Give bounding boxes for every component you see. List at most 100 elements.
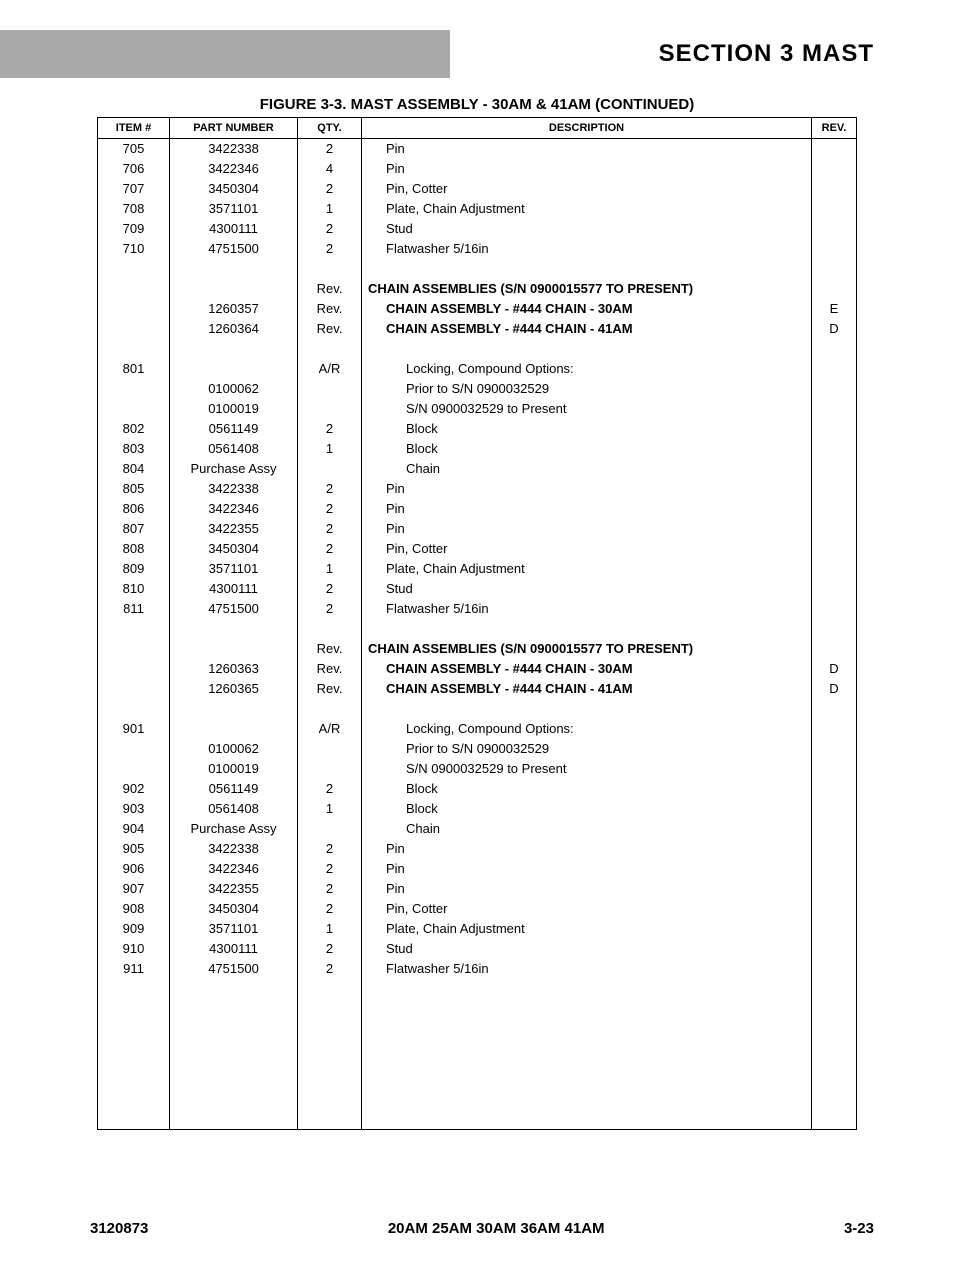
cell-part: 4300111 — [170, 219, 298, 239]
cell-item — [98, 739, 170, 759]
cell-rev — [812, 419, 856, 439]
cell-qty: Rev. — [298, 319, 362, 339]
cell-item: 802 — [98, 419, 170, 439]
cell-qty: 2 — [298, 239, 362, 259]
cell-item: 911 — [98, 959, 170, 979]
col-header-rev: REV. — [812, 118, 856, 138]
cell-part: 0100019 — [170, 399, 298, 419]
cell-item — [98, 319, 170, 339]
cell-qty: 2 — [298, 839, 362, 859]
cell-desc: Pin, Cotter — [362, 539, 812, 559]
cell-qty — [298, 739, 362, 759]
table-row: 80834503042Pin, Cotter — [98, 539, 856, 559]
table-row: Rev.CHAIN ASSEMBLIES (S/N 0900015577 TO … — [98, 639, 856, 659]
table-row: 81043001112Stud — [98, 579, 856, 599]
cell-part: 0100062 — [170, 739, 298, 759]
cell-qty — [298, 619, 362, 639]
cell-item: 907 — [98, 879, 170, 899]
cell-part: 0561408 — [170, 439, 298, 459]
cell-desc: CHAIN ASSEMBLIES (S/N 0900015577 TO PRES… — [362, 279, 812, 299]
cell-part — [170, 619, 298, 639]
table-row: 90305614081Block — [98, 799, 856, 819]
col-header-qty: QTY. — [298, 118, 362, 138]
cell-desc: Block — [362, 799, 812, 819]
cell-desc: Pin, Cotter — [362, 899, 812, 919]
cell-qty — [298, 819, 362, 839]
cell-qty: 2 — [298, 899, 362, 919]
cell-rev — [812, 379, 856, 399]
cell-desc — [362, 339, 812, 359]
header-bar: SECTION 3 MAST — [0, 30, 954, 78]
table-row: 90205611492Block — [98, 779, 856, 799]
cell-desc: Plate, Chain Adjustment — [362, 559, 812, 579]
cell-qty — [298, 259, 362, 279]
cell-desc: CHAIN ASSEMBLY - #444 CHAIN - 30AM — [362, 299, 812, 319]
cell-part: 3422346 — [170, 159, 298, 179]
cell-rev — [812, 859, 856, 879]
cell-part: 1260365 — [170, 679, 298, 699]
cell-part: 4300111 — [170, 579, 298, 599]
cell-part: 3422346 — [170, 859, 298, 879]
cell-desc: CHAIN ASSEMBLIES (S/N 0900015577 TO PRES… — [362, 639, 812, 659]
cell-item — [98, 679, 170, 699]
table-row: 0100019S/N 0900032529 to Present — [98, 759, 856, 779]
cell-item — [98, 659, 170, 679]
footer-center: 20AM 25AM 30AM 36AM 41AM — [388, 1220, 605, 1237]
table-row: 71047515002Flatwasher 5/16in — [98, 239, 856, 259]
table-row: 80634223462Pin — [98, 499, 856, 519]
cell-rev — [812, 879, 856, 899]
cell-item: 810 — [98, 579, 170, 599]
cell-item — [98, 759, 170, 779]
cell-rev: E — [812, 299, 856, 319]
cell-rev — [812, 399, 856, 419]
cell-qty — [298, 759, 362, 779]
cell-part: 1260357 — [170, 299, 298, 319]
table-row: 70943001112Stud — [98, 219, 856, 239]
cell-desc: Pin, Cotter — [362, 179, 812, 199]
table-row: 0100062Prior to S/N 0900032529 — [98, 379, 856, 399]
cell-qty: 1 — [298, 199, 362, 219]
cell-qty: 2 — [298, 879, 362, 899]
cell-desc: Flatwasher 5/16in — [362, 959, 812, 979]
cell-part: 0561408 — [170, 799, 298, 819]
cell-rev — [812, 359, 856, 379]
cell-desc: Pin — [362, 859, 812, 879]
table-row — [98, 259, 856, 279]
cell-desc: Pin — [362, 839, 812, 859]
cell-item: 804 — [98, 459, 170, 479]
cell-qty — [298, 339, 362, 359]
table-row: 70835711011Plate, Chain Adjustment — [98, 199, 856, 219]
cell-part: 3450304 — [170, 179, 298, 199]
cell-part: Purchase Assy — [170, 459, 298, 479]
cell-rev — [812, 759, 856, 779]
cell-part: 3422338 — [170, 839, 298, 859]
table-row: 804Purchase AssyChain — [98, 459, 856, 479]
cell-qty: 2 — [298, 779, 362, 799]
cell-item: 909 — [98, 919, 170, 939]
cell-item: 708 — [98, 199, 170, 219]
cell-item: 902 — [98, 779, 170, 799]
cell-item — [98, 339, 170, 359]
cell-qty: 2 — [298, 599, 362, 619]
cell-desc: Stud — [362, 219, 812, 239]
cell-part: 0561149 — [170, 779, 298, 799]
cell-desc: Pin — [362, 499, 812, 519]
cell-item: 910 — [98, 939, 170, 959]
cell-desc: Plate, Chain Adjustment — [362, 199, 812, 219]
cell-rev — [812, 919, 856, 939]
cell-item: 806 — [98, 499, 170, 519]
cell-part: 3571101 — [170, 919, 298, 939]
col-header-desc: DESCRIPTION — [362, 118, 812, 138]
table-row: 70634223464Pin — [98, 159, 856, 179]
cell-item: 709 — [98, 219, 170, 239]
cell-part: 4300111 — [170, 939, 298, 959]
cell-part — [170, 339, 298, 359]
header-gray-block — [0, 30, 450, 78]
cell-qty: 2 — [298, 179, 362, 199]
table-row — [98, 619, 856, 639]
cell-desc: Pin — [362, 519, 812, 539]
cell-qty: 1 — [298, 799, 362, 819]
cell-rev — [812, 599, 856, 619]
cell-rev: D — [812, 679, 856, 699]
cell-qty: 2 — [298, 139, 362, 159]
